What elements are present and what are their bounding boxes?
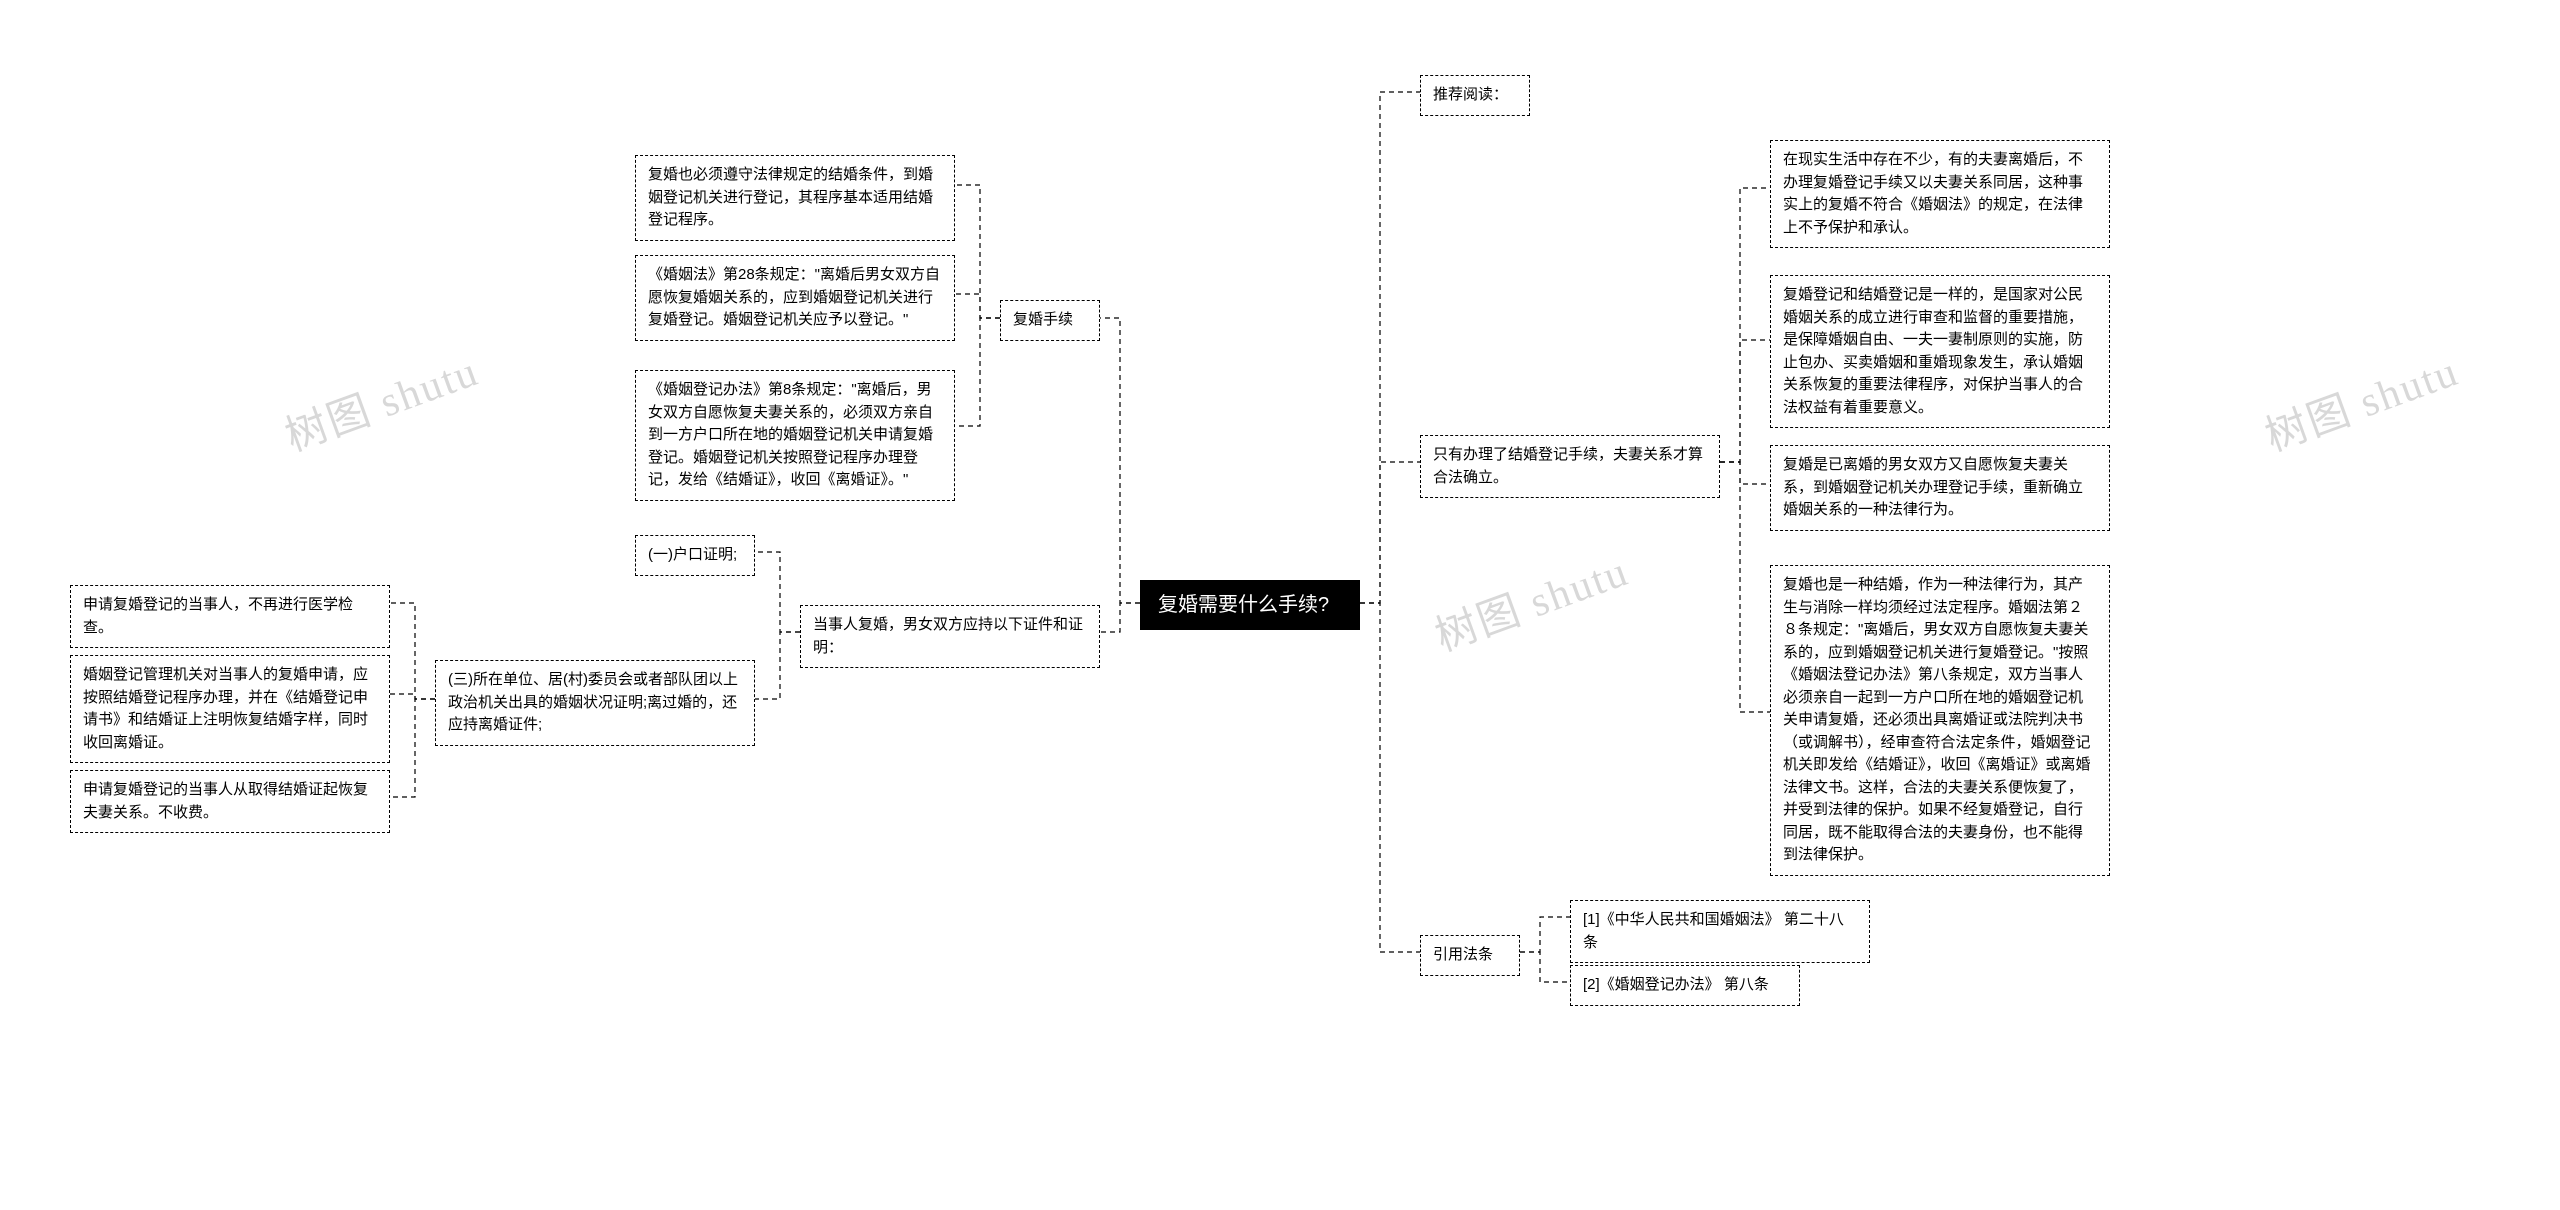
node-l3a[interactable]: 申请复婚登记的当事人，不再进行医学检查。: [70, 585, 390, 648]
node-citations[interactable]: 引用法条: [1420, 935, 1520, 976]
node-r2a[interactable]: 在现实生活中存在不少，有的夫妻离婚后，不办理复婚登记手续又以夫妻关系同居，这种事…: [1770, 140, 2110, 248]
node-r3a[interactable]: [1]《中华人民共和国婚姻法》 第二十八条: [1570, 900, 1870, 963]
watermark: 树图 shutu: [276, 337, 486, 463]
node-l2a[interactable]: (一)户口证明;: [635, 535, 755, 576]
node-legal-establish[interactable]: 只有办理了结婚登记手续，夫妻关系才算合法确立。: [1420, 435, 1720, 498]
node-recommended-reading[interactable]: 推荐阅读：: [1420, 75, 1530, 116]
node-l1a[interactable]: 复婚也必须遵守法律规定的结婚条件，到婚姻登记机关进行登记，其程序基本适用结婚登记…: [635, 155, 955, 241]
node-l3c[interactable]: 申请复婚登记的当事人从取得结婚证起恢复夫妻关系。不收费。: [70, 770, 390, 833]
node-documents[interactable]: 当事人复婚，男女双方应持以下证件和证明：: [800, 605, 1100, 668]
node-l1c[interactable]: 《婚姻登记办法》第8条规定："离婚后，男女双方自愿恢复夫妻关系的，必须双方亲自到…: [635, 370, 955, 501]
node-l3b[interactable]: 婚姻登记管理机关对当事人的复婚申请，应按照结婚登记程序办理，并在《结婚登记申请书…: [70, 655, 390, 763]
node-r2d[interactable]: 复婚也是一种结婚，作为一种法律行为，其产生与消除一样均须经过法定程序。婚姻法第２…: [1770, 565, 2110, 876]
node-l1b[interactable]: 《婚姻法》第28条规定："离婚后男女双方自愿恢复婚姻关系的，应到婚姻登记机关进行…: [635, 255, 955, 341]
node-r2c[interactable]: 复婚是已离婚的男女双方又自愿恢复夫妻关系，到婚姻登记机关办理登记手续，重新确立婚…: [1770, 445, 2110, 531]
node-r3b[interactable]: [2]《婚姻登记办法》 第八条: [1570, 965, 1800, 1006]
root-node[interactable]: 复婚需要什么手续?: [1140, 580, 1360, 630]
node-remarry-procedure[interactable]: 复婚手续: [1000, 300, 1100, 341]
node-l2b[interactable]: (三)所在单位、居(村)委员会或者部队团以上政治机关出具的婚姻状况证明;离过婚的…: [435, 660, 755, 746]
watermark: 树图 shutu: [2256, 337, 2466, 463]
node-r2b[interactable]: 复婚登记和结婚登记是一样的，是国家对公民婚姻关系的成立进行审查和监督的重要措施，…: [1770, 275, 2110, 428]
watermark: 树图 shutu: [1426, 537, 1636, 663]
